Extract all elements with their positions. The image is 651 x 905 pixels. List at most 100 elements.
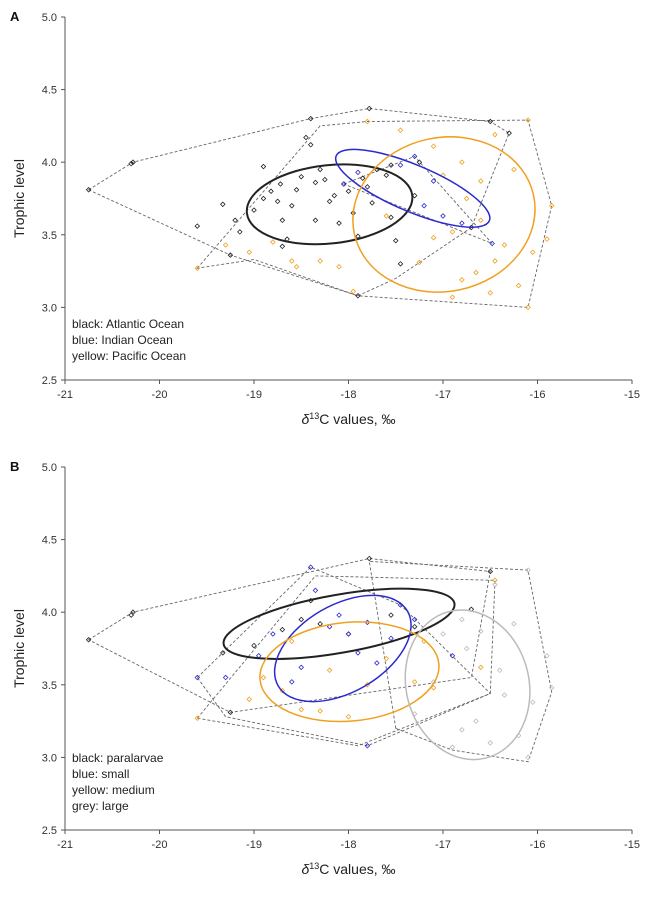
data-point-blue xyxy=(298,664,305,671)
data-point-black xyxy=(416,159,423,165)
convex-hull-yellow xyxy=(196,575,496,747)
data-point-blue xyxy=(489,240,495,247)
x-tick-label: -15 xyxy=(624,839,640,851)
data-point-yellow xyxy=(194,715,201,721)
x-axis-title: δ13C values, ‰ xyxy=(301,411,395,427)
data-point-black xyxy=(128,612,134,618)
data-point-black xyxy=(331,192,338,199)
data-point-blue xyxy=(374,660,380,666)
y-tick-label: 2.5 xyxy=(42,375,57,387)
data-point-blue xyxy=(364,743,371,749)
convex-hull-yellow xyxy=(196,119,553,308)
data-point-black xyxy=(355,293,361,299)
data-point-blue xyxy=(459,220,465,226)
data-point-black xyxy=(289,202,295,209)
data-point-black xyxy=(279,217,286,224)
data-point-black xyxy=(85,637,92,643)
x-tick-label: -20 xyxy=(152,839,168,851)
data-point-grey xyxy=(492,581,498,588)
y-tick-label: 4.5 xyxy=(42,535,57,547)
data-point-black xyxy=(232,217,238,224)
data-point-blue xyxy=(336,612,342,618)
x-axis-title-delta: δ xyxy=(301,411,309,427)
y-tick-label: 3.0 xyxy=(42,752,57,764)
data-point-black xyxy=(369,200,375,206)
data-point-blue xyxy=(449,652,456,659)
convex-hull-blue xyxy=(342,155,493,244)
data-point-black xyxy=(411,623,418,630)
y-tick-label: 4.0 xyxy=(42,607,57,619)
data-point-black xyxy=(220,650,226,656)
ellipse-black xyxy=(245,163,414,246)
y-tick-label: 2.5 xyxy=(42,825,57,837)
y-tick-label: 4.0 xyxy=(42,157,57,169)
chart-a-svg: A 2.5 3.0 3.5 4.0 4.5 5.0 -21 -20 -19 -18 -17 -16 -15… xyxy=(10,9,640,427)
data-point-grey xyxy=(525,754,531,761)
data-point-blue xyxy=(388,635,394,642)
data-point-grey xyxy=(440,631,446,637)
data-point-grey xyxy=(496,667,503,674)
convex-hull-black xyxy=(87,108,510,297)
data-point-yellow xyxy=(478,217,484,224)
data-point-black xyxy=(322,176,328,183)
data-point-yellow xyxy=(459,277,465,283)
data-point-yellow xyxy=(430,234,437,241)
ellipse-yellow xyxy=(352,136,536,293)
data-point-grey xyxy=(463,645,470,652)
data-point-black xyxy=(274,198,281,205)
data-point-yellow xyxy=(350,288,356,295)
data-point-black xyxy=(279,243,286,250)
y-tick-label: 5.0 xyxy=(42,12,57,24)
data-point-blue xyxy=(440,213,446,219)
data-point-grey xyxy=(544,652,550,659)
x-tick-label: -16 xyxy=(530,389,546,401)
data-point-black xyxy=(397,261,404,267)
y-axis-title: Trophic level xyxy=(11,159,27,238)
data-point-grey xyxy=(548,684,555,691)
data-point-black xyxy=(326,198,333,205)
data-point-yellow xyxy=(317,708,323,714)
data-point-black xyxy=(260,195,267,202)
data-point-black xyxy=(392,237,399,244)
data-point-yellow xyxy=(492,258,498,264)
data-point-yellow xyxy=(411,679,418,685)
data-point-yellow xyxy=(487,290,494,296)
panel-label: B xyxy=(10,459,19,474)
data-point-blue xyxy=(411,616,418,623)
data-point-black xyxy=(307,115,314,122)
chart-b-svg: B 2.5 3.0 3.5 4.0 4.5 5.0 -21 -20 -19 -18 -17 -16 -15… xyxy=(10,459,640,877)
ellipse-grey xyxy=(404,609,531,761)
data-point-yellow xyxy=(246,696,253,703)
data-point-black xyxy=(260,163,267,170)
data-point-black xyxy=(388,214,394,221)
data-point-yellow xyxy=(544,236,550,242)
data-point-yellow xyxy=(478,178,484,184)
data-point-black xyxy=(307,142,314,148)
data-point-black xyxy=(506,130,512,136)
data-point-black xyxy=(312,217,319,224)
chart-panel-b: B 2.5 3.0 3.5 4.0 4.5 5.0 -21 -20 -19 -18 -17 -16 -15… xyxy=(0,450,651,900)
data-point-black xyxy=(336,220,342,226)
data-point-yellow xyxy=(473,269,479,276)
data-point-blue xyxy=(222,674,229,681)
y-axis-title: Trophic level xyxy=(11,609,27,688)
data-point-black xyxy=(366,555,373,562)
x-tick-label: -17 xyxy=(435,389,451,401)
ellipse-blue xyxy=(334,148,491,228)
data-point-yellow xyxy=(260,674,267,681)
legend-entry: yellow: Pacific Ocean xyxy=(72,349,186,363)
data-point-grey xyxy=(487,740,494,746)
data-point-black xyxy=(237,229,243,235)
ellipse-blue xyxy=(273,594,412,703)
legend-entry: blue: Indian Ocean xyxy=(72,333,173,347)
data-point-blue xyxy=(341,181,347,187)
data-point-yellow xyxy=(289,258,295,264)
data-point-yellow xyxy=(515,282,522,289)
data-point-grey xyxy=(525,567,531,573)
data-point-yellow xyxy=(364,118,371,125)
x-tick-label: -18 xyxy=(341,389,357,401)
data-point-yellow xyxy=(511,166,517,173)
legend-entry: yellow: medium xyxy=(72,783,155,797)
data-point-yellow xyxy=(289,638,295,645)
x-axis-title-sup: 13 xyxy=(309,411,319,421)
